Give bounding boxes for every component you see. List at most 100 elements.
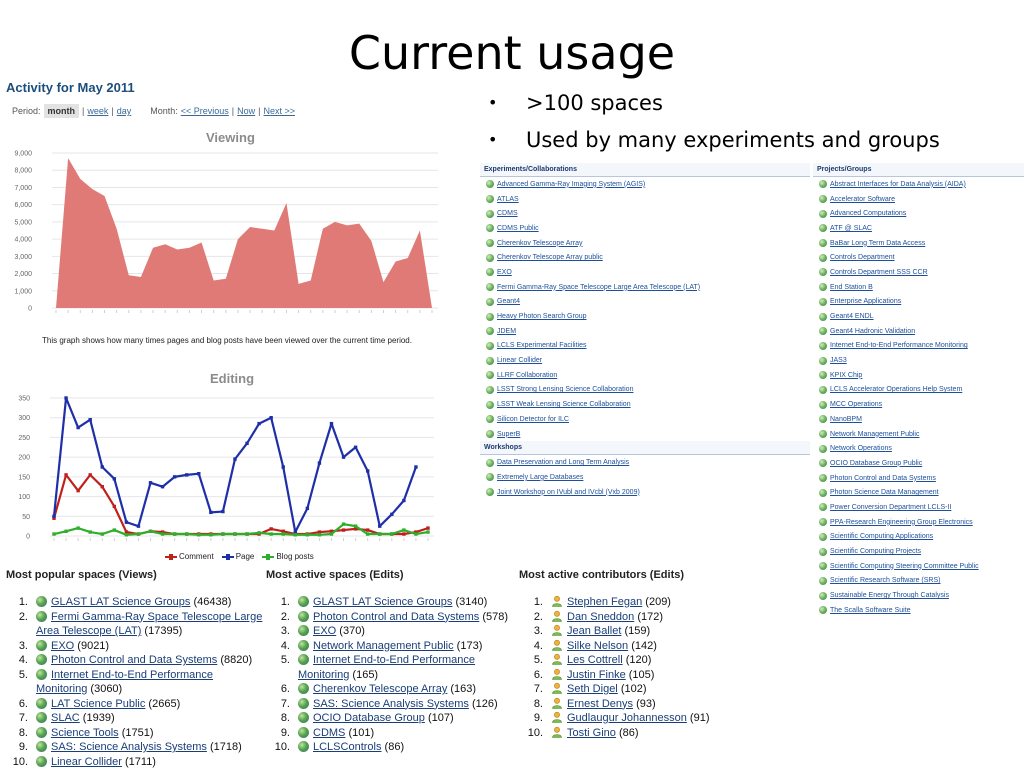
ranked-item: 8. Science Tools (1751) bbox=[10, 726, 265, 741]
rank-number: 4. bbox=[18, 654, 28, 666]
directory-link[interactable]: Geant4 Hadronic Validation bbox=[819, 324, 1018, 339]
contributor-link[interactable]: Ernest Denys bbox=[567, 697, 634, 710]
rank-number: 10. bbox=[12, 755, 28, 768]
space-link[interactable]: EXO bbox=[51, 639, 75, 652]
space-link[interactable]: CDMS bbox=[313, 726, 346, 739]
ranked-item: 2. Photon Control and Data Systems (578) bbox=[272, 610, 512, 625]
contributor-link[interactable]: Justin Finke bbox=[567, 668, 626, 681]
space-icon bbox=[36, 610, 47, 622]
directory-link[interactable]: JAS3 bbox=[819, 353, 1018, 368]
directory-link[interactable]: Abstract Interfaces for Data Analysis (A… bbox=[819, 177, 1018, 192]
space-link[interactable]: Internet End-to-End Performance Monitori… bbox=[298, 654, 476, 681]
directory-link[interactable]: MCC Operations bbox=[819, 397, 1018, 412]
space-link[interactable]: Science Tools bbox=[51, 726, 119, 739]
directory-link[interactable]: Controls Department bbox=[819, 250, 1018, 265]
rank-count: (1751) bbox=[118, 726, 154, 739]
directory-link[interactable]: NanoBPM bbox=[819, 412, 1018, 427]
directory-link[interactable]: Scientific Computing Projects bbox=[819, 544, 1018, 559]
directory-link[interactable]: Network Management Public bbox=[819, 427, 1018, 442]
period-month-selected[interactable]: month bbox=[43, 104, 80, 118]
contributor-link[interactable]: Tosti Gino bbox=[567, 726, 616, 739]
space-link[interactable]: Network Management Public bbox=[313, 639, 454, 652]
space-link[interactable]: Photon Control and Data Systems bbox=[313, 610, 480, 623]
directory-link[interactable]: Photon Control and Data Systems bbox=[819, 471, 1018, 486]
directory-link[interactable]: Cherenkov Telescope Array bbox=[486, 236, 804, 251]
month-now-link[interactable]: Now bbox=[237, 106, 256, 116]
ranked-item: 10. Linear Collider (1711) bbox=[10, 755, 265, 768]
space-link[interactable]: GLAST LAT Science Groups bbox=[313, 596, 453, 608]
directory-link[interactable]: LLRF Collaboration bbox=[486, 368, 804, 383]
directory-link[interactable]: EXO bbox=[486, 265, 804, 280]
directory-link[interactable]: OCIO Database Group Public bbox=[819, 456, 1018, 471]
directory-link[interactable]: Accelerator Software bbox=[819, 192, 1018, 207]
directory-link[interactable]: PPA-Research Engineering Group Electroni… bbox=[819, 515, 1018, 530]
directory-link[interactable]: Advanced Computations bbox=[819, 206, 1018, 221]
directory-link[interactable]: BaBar Long Term Data Access bbox=[819, 236, 1018, 251]
y-tick-label: 6,000 bbox=[14, 202, 32, 209]
space-link[interactable]: LCLSControls bbox=[313, 741, 382, 753]
directory-link[interactable]: Scientific Research Software (SRS) bbox=[819, 574, 1018, 589]
directory-link[interactable]: Cherenkov Telescope Array public bbox=[486, 250, 804, 265]
space-link[interactable]: SLAC bbox=[51, 712, 80, 724]
directory-link[interactable]: ATLAS bbox=[486, 192, 804, 207]
directory-link[interactable]: Controls Department SSS CCR bbox=[819, 265, 1018, 280]
point-page bbox=[390, 512, 394, 517]
space-link[interactable]: EXO bbox=[313, 625, 337, 637]
contributor-link[interactable]: Gudlaugur Johannesson bbox=[567, 712, 687, 724]
directory-link[interactable]: ATF @ SLAC bbox=[819, 221, 1018, 236]
directory-link[interactable]: Scientific Computing Steering Committee … bbox=[819, 559, 1018, 574]
month-previous-link[interactable]: << Previous bbox=[180, 106, 229, 116]
contributor-link[interactable]: Les Cottrell bbox=[567, 654, 623, 666]
directory-link[interactable]: Data Preservation and Long Term Analysis bbox=[486, 455, 804, 470]
contributor-link[interactable]: Silke Nelson bbox=[567, 639, 629, 652]
directory-link[interactable]: Linear Collider bbox=[486, 353, 804, 368]
directory-link[interactable]: Photon Science Data Management bbox=[819, 485, 1018, 500]
point-page bbox=[185, 473, 189, 477]
directory-link[interactable]: Joint Workshop on IVubl and IVcbl (Vxb 2… bbox=[486, 485, 804, 500]
contributor-link[interactable]: Dan Sneddon bbox=[567, 610, 635, 623]
period-day-link[interactable]: day bbox=[116, 106, 132, 116]
space-link[interactable]: OCIO Database Group bbox=[313, 712, 425, 724]
directory-link[interactable]: LSST Strong Lensing Science Collaboratio… bbox=[486, 383, 804, 398]
bullet-text: Used by many experiments and groups bbox=[526, 127, 940, 152]
directory-link[interactable]: Advanced Gamma-Ray Imaging System (AGIS) bbox=[486, 177, 804, 192]
space-link[interactable]: Internet End-to-End Performance Monitori… bbox=[36, 668, 214, 696]
ranked-item: 8. OCIO Database Group (107) bbox=[272, 711, 512, 726]
directory-link[interactable]: LCLS Accelerator Operations Help System bbox=[819, 383, 1018, 398]
directory-link[interactable]: CDMS Public bbox=[486, 221, 804, 236]
directory-link[interactable]: Silicon Detector for ILC bbox=[486, 412, 804, 427]
directory-link[interactable]: Sustainable Energy Through Catalysis bbox=[819, 588, 1018, 603]
directory-link[interactable]: JDEM bbox=[486, 324, 804, 339]
directory-link[interactable]: Extremely Large Databases bbox=[486, 470, 804, 485]
space-link[interactable]: Fermi Gamma-Ray Space Telescope Large Ar… bbox=[36, 610, 263, 638]
month-next-link[interactable]: Next >> bbox=[263, 106, 296, 116]
directory-link[interactable]: Scientific Computing Applications bbox=[819, 530, 1018, 545]
space-link[interactable]: Linear Collider bbox=[51, 755, 122, 768]
directory-link[interactable]: CDMS bbox=[486, 206, 804, 221]
contributor-link[interactable]: Jean Ballet bbox=[567, 625, 622, 637]
directory-link[interactable]: Power Conversion Department LCLS-II bbox=[819, 500, 1018, 515]
directory-link[interactable]: Fermi Gamma-Ray Space Telescope Large Ar… bbox=[486, 280, 804, 295]
directory-link[interactable]: The Scalla Software Suite bbox=[819, 603, 1018, 618]
directory-link[interactable]: LCLS Experimental Facilities bbox=[486, 339, 804, 354]
contributor-link[interactable]: Stephen Fegan bbox=[567, 596, 643, 608]
period-week-link[interactable]: week bbox=[87, 106, 109, 116]
contributor-link[interactable]: Seth Digel bbox=[567, 683, 618, 695]
space-link[interactable]: LAT Science Public bbox=[51, 697, 146, 710]
directory-link[interactable]: LSST Weak Lensing Science Collaboration bbox=[486, 397, 804, 412]
space-link[interactable]: Cherenkov Telescope Array bbox=[313, 683, 448, 695]
directory-link[interactable]: Geant4 bbox=[486, 295, 804, 310]
space-link[interactable]: SAS: Science Analysis Systems bbox=[51, 741, 207, 753]
space-link[interactable]: SAS: Science Analysis Systems bbox=[313, 697, 469, 710]
directory-link[interactable]: SuperB bbox=[486, 427, 804, 442]
directory-link[interactable]: Heavy Photon Search Group bbox=[486, 309, 804, 324]
directory-link[interactable]: Geant4 ENDL bbox=[819, 309, 1018, 324]
directory-link[interactable]: Enterprise Applications bbox=[819, 295, 1018, 310]
directory-link[interactable]: KPIX Chip bbox=[819, 368, 1018, 383]
space-link[interactable]: Photon Control and Data Systems bbox=[51, 654, 218, 666]
directory-link[interactable]: Internet End-to-End Performance Monitori… bbox=[819, 339, 1018, 354]
directory-link[interactable]: Network Operations bbox=[819, 441, 1018, 456]
directory-link[interactable]: End Station B bbox=[819, 280, 1018, 295]
ranked-item: 2. Dan Sneddon (172) bbox=[525, 610, 745, 625]
space-link[interactable]: GLAST LAT Science Groups bbox=[51, 596, 191, 608]
